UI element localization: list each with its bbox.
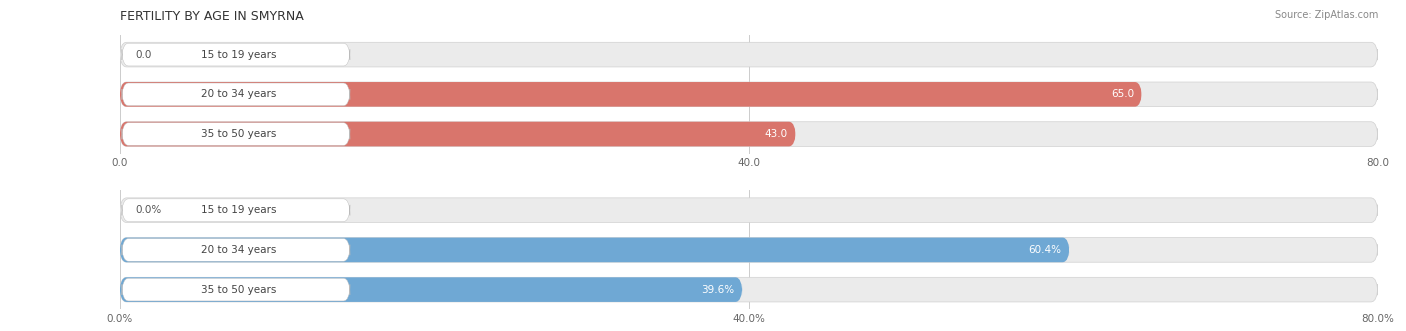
Text: 20 to 34 years: 20 to 34 years [201, 89, 276, 99]
FancyBboxPatch shape [120, 198, 1378, 222]
FancyBboxPatch shape [122, 43, 350, 66]
Text: 43.0: 43.0 [765, 129, 787, 139]
FancyBboxPatch shape [120, 82, 1378, 107]
Text: 0.0%: 0.0% [135, 205, 162, 215]
FancyBboxPatch shape [120, 277, 1378, 302]
Text: 15 to 19 years: 15 to 19 years [201, 205, 276, 215]
FancyBboxPatch shape [120, 122, 796, 146]
Text: 20 to 34 years: 20 to 34 years [201, 245, 276, 255]
FancyBboxPatch shape [122, 123, 350, 145]
Text: 35 to 50 years: 35 to 50 years [201, 285, 276, 295]
Text: 65.0: 65.0 [1111, 89, 1135, 99]
Text: 60.4%: 60.4% [1029, 245, 1062, 255]
FancyBboxPatch shape [120, 238, 1378, 262]
FancyBboxPatch shape [122, 278, 350, 301]
Text: FERTILITY BY AGE IN SMYRNA: FERTILITY BY AGE IN SMYRNA [120, 10, 304, 23]
FancyBboxPatch shape [122, 239, 350, 261]
Text: Source: ZipAtlas.com: Source: ZipAtlas.com [1274, 10, 1378, 20]
Text: 35 to 50 years: 35 to 50 years [201, 129, 276, 139]
FancyBboxPatch shape [120, 277, 742, 302]
Text: 0.0: 0.0 [135, 50, 152, 60]
Text: 39.6%: 39.6% [702, 285, 734, 295]
FancyBboxPatch shape [122, 83, 350, 106]
FancyBboxPatch shape [120, 82, 1142, 107]
Text: 15 to 19 years: 15 to 19 years [201, 50, 276, 60]
FancyBboxPatch shape [120, 238, 1070, 262]
FancyBboxPatch shape [122, 199, 350, 221]
FancyBboxPatch shape [120, 42, 1378, 67]
FancyBboxPatch shape [120, 122, 1378, 146]
